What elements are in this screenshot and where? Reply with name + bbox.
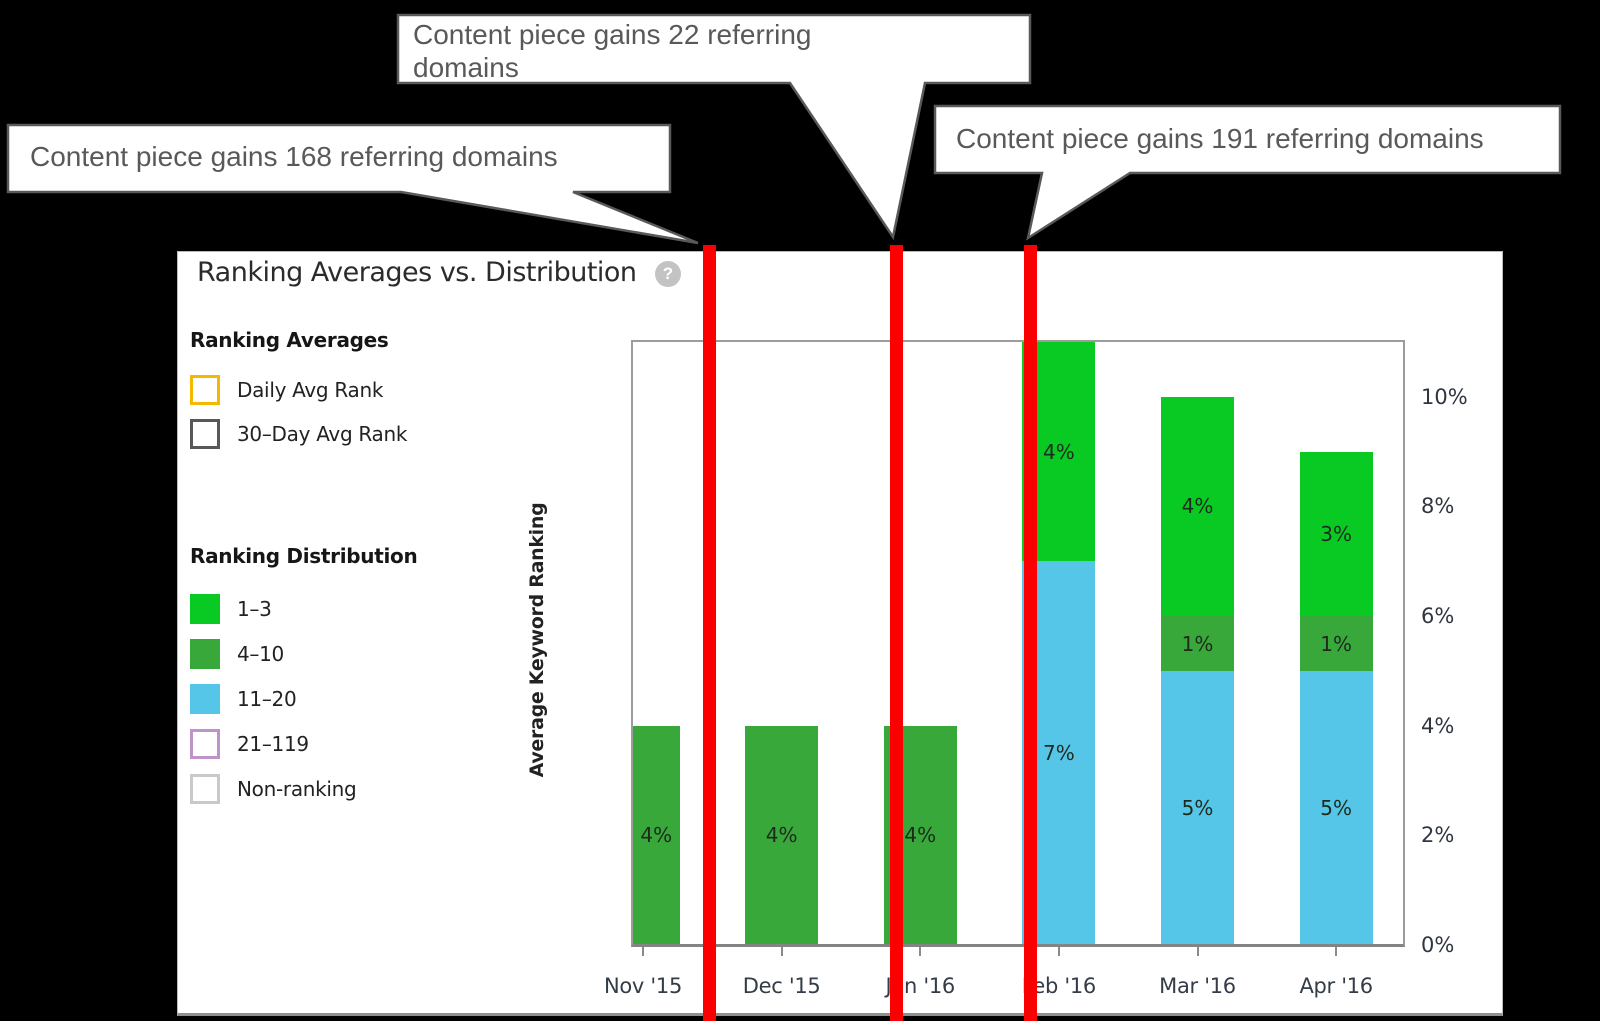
callout-bubbles (6, 13, 1562, 245)
bar-label: 4% (904, 823, 937, 848)
x-axis-tick (1196, 947, 1199, 956)
bar-segment-11–20-Mar '16[interactable] (1161, 670, 1235, 945)
legend-distribution-label: 21–119 (237, 732, 309, 756)
event-line-gain-191 (1023, 245, 1037, 1021)
y-axis-tick-label: 2% (1421, 823, 1455, 848)
bar-label: 5% (1320, 795, 1353, 820)
legend-averages-item-1[interactable]: 30–Day Avg Rank (190, 419, 410, 449)
bar-segment-1–3-Mar '16[interactable] (1161, 396, 1235, 617)
legend-averages-swatch (190, 375, 220, 405)
x-axis-tick (642, 947, 644, 956)
legend-distribution-label: Non-ranking (237, 777, 357, 801)
bar-label: 4% (1181, 494, 1214, 519)
legend-averages-item-0[interactable]: Daily Avg Rank (190, 375, 410, 405)
y-axis-tick-label: 6% (1421, 604, 1455, 629)
bar-segment-4–10-Nov '15[interactable] (633, 725, 680, 945)
legend-distribution-item-3[interactable]: 21–119 (190, 729, 410, 759)
bar-segment-11–20-Apr '16[interactable] (1299, 670, 1373, 945)
x-axis-tick (780, 947, 783, 956)
plot-area: 4% 4% 4% 7% 4% 5% 1% 4% 5% 1% 3% (633, 342, 1403, 945)
ranking-averages-heading: Ranking Averages (190, 328, 389, 352)
x-axis-label: Nov '15 (603, 974, 683, 998)
legend-distribution-label: 11–20 (237, 687, 297, 711)
legend-distribution-item-2[interactable]: 11–20 (190, 684, 410, 714)
callout-gain-22: Content piece gains 22 referring domains (413, 19, 812, 83)
x-axis-label: Mar '16 (1159, 974, 1236, 998)
y-axis-tick-label: 4% (1421, 713, 1455, 738)
bar-label: 1% (1320, 631, 1353, 656)
bar-segment-4–10-Apr '16[interactable] (1299, 616, 1373, 671)
callout-bubble-gain-191 (933, 104, 1562, 241)
bar-label: 4% (640, 823, 673, 848)
bar-label: 7% (1043, 741, 1075, 766)
legend-distribution-swatch (190, 639, 220, 669)
legend-distribution-item-1[interactable]: 4–10 (190, 639, 410, 669)
callout-bubble-gain-22 (396, 13, 1032, 241)
callout-gain-191: Content piece gains 191 referring domain… (956, 123, 1484, 154)
event-line-gain-168 (702, 245, 716, 1021)
help-icon[interactable]: ? (655, 261, 681, 287)
legend-distribution-item-4[interactable]: Non-ranking (190, 774, 410, 804)
bar-label: 1% (1181, 631, 1214, 656)
y-axis-title: Average Keyword Ranking (526, 502, 548, 778)
bar-segment-4–10-Mar '16[interactable] (1161, 616, 1235, 671)
callout-bubble-gain-168 (6, 123, 699, 245)
callout-gain-168: Content piece gains 168 referring domain… (30, 141, 558, 172)
legend-averages-label: 30–Day Avg Rank (237, 422, 408, 446)
legend-distribution-swatch (190, 729, 220, 759)
event-line-gain-22 (889, 245, 903, 1021)
x-axis-tick (1335, 947, 1338, 956)
legend-distribution-label: 1–3 (237, 597, 272, 621)
panel-title: Ranking Averages vs. Distribution (197, 257, 637, 288)
bar-label: 4% (1043, 439, 1075, 464)
bar-segment-1–3-Apr '16[interactable] (1299, 451, 1373, 617)
legend-distribution-label: 4–10 (237, 642, 284, 666)
y-axis-tick-label: 0% (1421, 933, 1455, 957)
bar-label: 5% (1181, 795, 1214, 820)
bar-segment-4–10-Dec '15[interactable] (745, 725, 819, 945)
legend-distribution-swatch (190, 684, 220, 714)
legend-distribution-swatch (190, 594, 220, 624)
legend-averages-swatch (190, 419, 220, 449)
x-axis-tick (919, 947, 922, 956)
x-axis-tick (1057, 947, 1060, 956)
y-axis-tick-label: 8% (1421, 494, 1455, 519)
y-axis-tick-label: 10% (1421, 384, 1468, 409)
legend-averages-label: Daily Avg Rank (237, 378, 384, 402)
ranking-distribution-heading: Ranking Distribution (190, 544, 418, 568)
x-axis-label: Dec '15 (742, 974, 821, 998)
bar-label: 4% (765, 823, 798, 848)
bar-label: 3% (1320, 521, 1353, 546)
legend-distribution-swatch (190, 774, 220, 804)
legend-distribution-item-0[interactable]: 1–3 (190, 594, 410, 624)
x-axis-label: Apr '16 (1299, 974, 1373, 998)
question-mark-glyph: ? (662, 264, 674, 283)
